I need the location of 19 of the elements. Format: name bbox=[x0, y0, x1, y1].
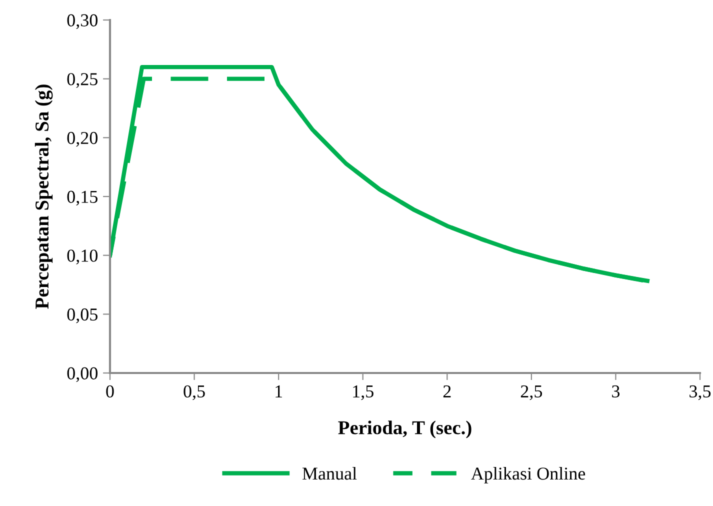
y-tick-label: 0,30 bbox=[67, 14, 98, 30]
x-tick-label: 3,5 bbox=[690, 385, 711, 400]
x-tick-label: 2,5 bbox=[520, 385, 542, 400]
x-tick-label: 0 bbox=[106, 385, 114, 398]
y-tick-label: 0,25 bbox=[67, 73, 98, 88]
x-tick-label: 0,5 bbox=[184, 385, 205, 400]
x-axis-title: Perioda, T (sec.) bbox=[338, 420, 472, 438]
y-tick-label: 0,10 bbox=[67, 250, 98, 264]
x-tick-label: 1 bbox=[276, 385, 282, 398]
x-tick-label: 2 bbox=[443, 385, 451, 398]
y-tick-label: 0,15 bbox=[67, 190, 98, 206]
legend-label: Manual bbox=[302, 467, 357, 480]
y-axis-title: Percepatan Spectral, Sa (g) bbox=[34, 84, 53, 309]
x-tick-label: 1,5 bbox=[353, 385, 374, 400]
x-tick-label: 3 bbox=[612, 385, 620, 398]
y-tick-label: 0,20 bbox=[67, 132, 98, 147]
legend-label: Aplikasi Online bbox=[471, 467, 586, 484]
y-tick-label: 0,00 bbox=[67, 367, 98, 382]
y-tick-label: 0,05 bbox=[67, 308, 98, 324]
